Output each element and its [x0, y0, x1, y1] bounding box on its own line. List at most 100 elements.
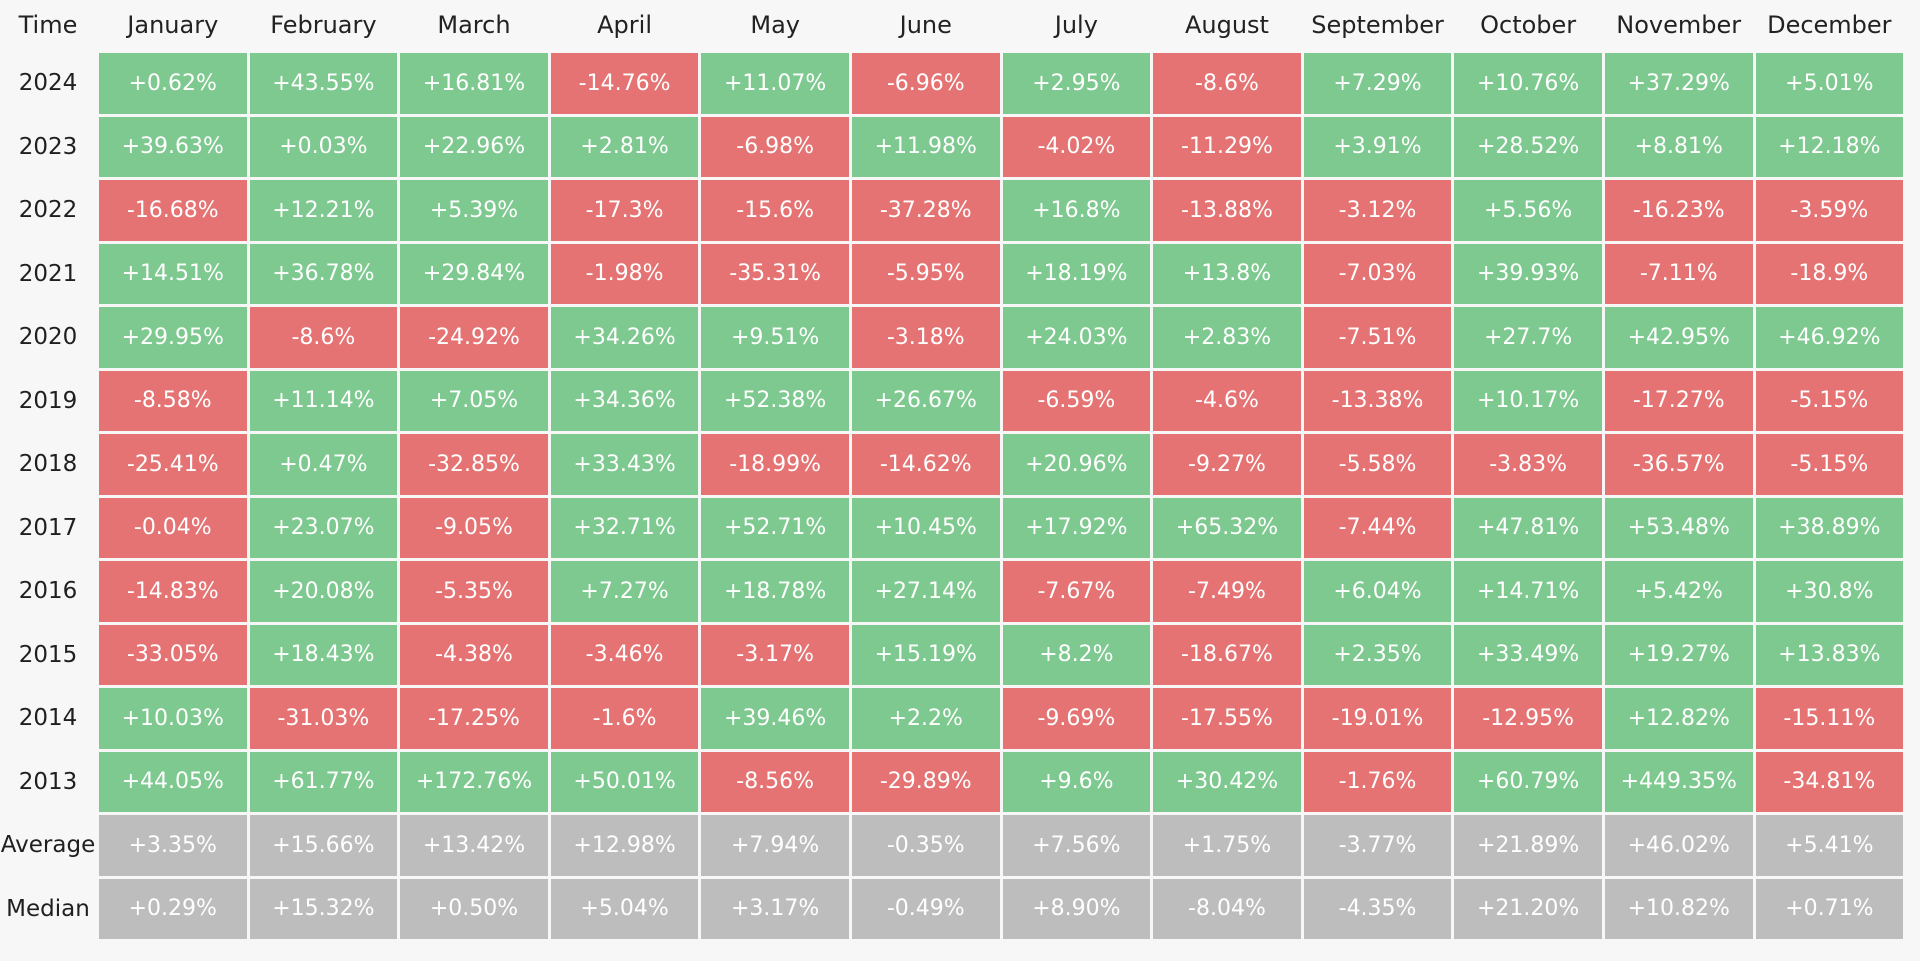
row-label: 2013: [18, 768, 78, 795]
corner-label: Time: [18, 11, 78, 39]
heatmap-cell: -15.6%: [701, 180, 849, 241]
column-header: November: [1616, 11, 1742, 39]
heatmap-cell: +61.77%: [249, 751, 398, 812]
heatmap-cell: +2.95%: [1002, 53, 1151, 114]
heatmap-cell: +7.29%: [1303, 53, 1452, 114]
heatmap-cell: -14.62%: [851, 434, 1000, 495]
heatmap-cell: -17.55%: [1153, 688, 1301, 749]
year-row: 2020 +29.95% -8.6% -24.92% +34.26% +9.51% -3.1…: [0, 307, 1904, 368]
column-header: June: [899, 11, 952, 39]
heatmap-cell: -4.35%: [1303, 878, 1452, 939]
heatmap-cell: +2.2%: [851, 688, 1000, 749]
heatmap-cell: +17.92%: [1002, 497, 1151, 558]
heatmap-cell: -8.6%: [249, 307, 398, 368]
heatmap-cell: -3.83%: [1454, 434, 1602, 495]
heatmap-cell: +12.98%: [550, 815, 699, 876]
heatmap-cell: +172.76%: [400, 751, 548, 812]
heatmap-cell: +3.91%: [1303, 116, 1452, 177]
heatmap-cell: +0.50%: [400, 878, 548, 939]
heatmap-cell: +0.71%: [1755, 878, 1904, 939]
row-label: 2020: [18, 324, 78, 351]
year-row: 2023 +39.63% +0.03% +22.96% +2.81% -6.98% +11.…: [0, 116, 1904, 177]
heatmap-cell: -8.56%: [701, 751, 849, 812]
heatmap-cell: -0.04%: [99, 497, 247, 558]
heatmap-cell: +36.78%: [249, 243, 398, 304]
row-label: 2017: [18, 514, 78, 541]
heatmap-cell: -14.83%: [99, 561, 247, 622]
heatmap-cell: +15.32%: [249, 878, 398, 939]
heatmap-cell: -5.58%: [1303, 434, 1452, 495]
heatmap-cell: +5.01%: [1755, 53, 1904, 114]
year-row: 2021 +14.51% +36.78% +29.84% -1.98% -35.31% -5…: [0, 243, 1904, 304]
row-label: 2023: [18, 133, 78, 160]
heatmap-cell: +0.03%: [249, 116, 398, 177]
heatmap-cell: -11.29%: [1153, 116, 1301, 177]
heatmap-cell: -29.89%: [851, 751, 1000, 812]
year-row: 2022 -16.68% +12.21% +5.39% -17.3% -15.6% -37.…: [0, 180, 1904, 241]
heatmap-cell: +5.56%: [1454, 180, 1602, 241]
heatmap-cell: -7.49%: [1153, 561, 1301, 622]
column-header: April: [597, 11, 652, 39]
row-label: 2015: [18, 641, 78, 668]
heatmap-cell: +0.29%: [99, 878, 247, 939]
heatmap-cell: +18.78%: [701, 561, 849, 622]
heatmap-cell: -19.01%: [1303, 688, 1452, 749]
heatmap-cell: +13.8%: [1153, 243, 1301, 304]
heatmap-cell: +16.8%: [1002, 180, 1151, 241]
heatmap-cell: +29.84%: [400, 243, 548, 304]
heatmap-cell: +42.95%: [1604, 307, 1753, 368]
year-row: 2014 +10.03% -31.03% -17.25% -1.6% +39.46% +2.…: [0, 688, 1904, 749]
heatmap-cell: -5.35%: [400, 561, 548, 622]
heatmap-cell: -18.9%: [1755, 243, 1904, 304]
heatmap-cell: +2.81%: [550, 116, 699, 177]
heatmap-cell: -25.41%: [99, 434, 247, 495]
heatmap-cell: +18.19%: [1002, 243, 1151, 304]
row-label: Median: [6, 895, 90, 922]
heatmap-cell: +10.17%: [1454, 370, 1602, 431]
heatmap-cell: +7.56%: [1002, 815, 1151, 876]
heatmap-cell: +32.71%: [550, 497, 699, 558]
heatmap-cell: +43.55%: [249, 53, 398, 114]
heatmap-cell: +46.92%: [1755, 307, 1904, 368]
row-label: 2019: [18, 387, 78, 414]
heatmap-cell: -32.85%: [400, 434, 548, 495]
year-row: 2016 -14.83% +20.08% -5.35% +7.27% +18.78% +27…: [0, 561, 1904, 622]
heatmap-cell: +8.90%: [1002, 878, 1151, 939]
heatmap-cell: +38.89%: [1755, 497, 1904, 558]
heatmap-cell: +27.14%: [851, 561, 1000, 622]
heatmap-cell: +28.52%: [1454, 116, 1602, 177]
heatmap-cell: -24.92%: [400, 307, 548, 368]
row-label: 2014: [18, 705, 78, 732]
heatmap-cell: -17.27%: [1604, 370, 1753, 431]
heatmap-cell: -31.03%: [249, 688, 398, 749]
heatmap-cell: +7.27%: [550, 561, 699, 622]
heatmap-cell: +14.71%: [1454, 561, 1602, 622]
heatmap-cell: -6.59%: [1002, 370, 1151, 431]
heatmap-cell: -9.27%: [1153, 434, 1301, 495]
heatmap-cell: -33.05%: [99, 624, 247, 685]
heatmap-cell: +5.04%: [550, 878, 699, 939]
heatmap-cell: +52.38%: [701, 370, 849, 431]
heatmap-cell: +23.07%: [249, 497, 398, 558]
heatmap-cell: +46.02%: [1604, 815, 1753, 876]
row-label: 2022: [18, 197, 78, 224]
heatmap-cell: +29.95%: [99, 307, 247, 368]
heatmap-cell: +7.94%: [701, 815, 849, 876]
heatmap-cell: -5.15%: [1755, 434, 1904, 495]
heatmap-cell: +13.42%: [400, 815, 548, 876]
heatmap-cell: -3.17%: [701, 624, 849, 685]
heatmap-cell: +30.8%: [1755, 561, 1904, 622]
heatmap-cell: +39.63%: [99, 116, 247, 177]
heatmap-cell: +34.26%: [550, 307, 699, 368]
heatmap-cell: -4.38%: [400, 624, 548, 685]
heatmap-cell: +7.05%: [400, 370, 548, 431]
heatmap-cell: +10.82%: [1604, 878, 1753, 939]
heatmap-cell: -6.96%: [851, 53, 1000, 114]
heatmap-cell: +47.81%: [1454, 497, 1602, 558]
heatmap-cell: -7.11%: [1604, 243, 1753, 304]
heatmap-cell: -8.58%: [99, 370, 247, 431]
heatmap-cell: +3.35%: [99, 815, 247, 876]
heatmap-cell: +16.81%: [400, 53, 548, 114]
heatmap-cell: +20.96%: [1002, 434, 1151, 495]
summary-row: Median +0.29% +15.32% +0.50% +5.04% +3.17% -0.…: [0, 878, 1904, 939]
